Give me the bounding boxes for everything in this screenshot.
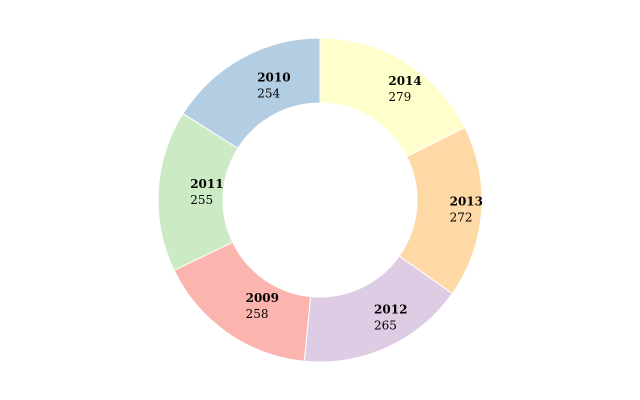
slice-label: 2014 bbox=[388, 74, 421, 88]
slice-value: 265 bbox=[374, 319, 397, 333]
slice-value: 255 bbox=[190, 193, 213, 207]
slice-label: 2010 bbox=[257, 71, 290, 85]
slice-value: 254 bbox=[257, 87, 280, 101]
donut-slice bbox=[182, 37, 321, 149]
slice-value: 272 bbox=[450, 210, 473, 224]
slice-label: 2013 bbox=[450, 194, 483, 208]
slice-label: 2009 bbox=[246, 291, 279, 305]
slice-label: 2011 bbox=[190, 177, 223, 191]
slice-label: 2012 bbox=[374, 303, 407, 317]
slice-value: 279 bbox=[388, 90, 411, 104]
slice-value: 258 bbox=[246, 307, 269, 321]
